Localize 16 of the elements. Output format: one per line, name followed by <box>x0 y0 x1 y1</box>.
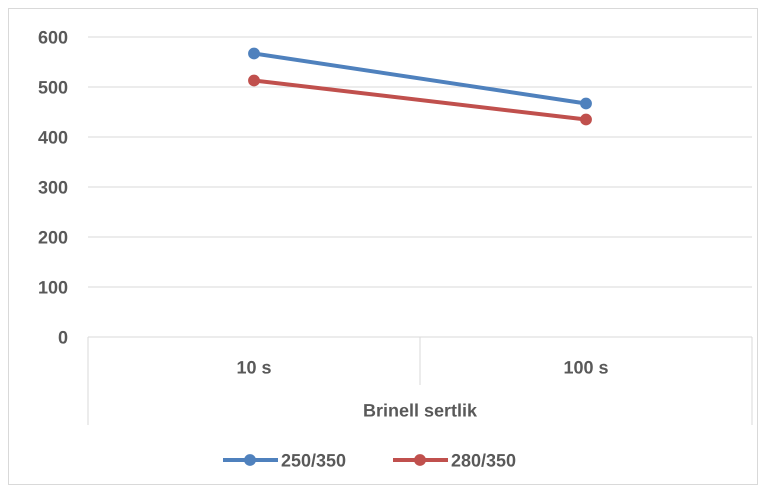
x-tick-label: 100 s <box>563 357 609 378</box>
y-tick-label: 500 <box>38 77 68 98</box>
x-tick-label: 10 s <box>236 357 272 378</box>
point <box>580 98 592 110</box>
x-axis-title: Brinell sertlik <box>362 400 478 420</box>
y-tick-label: 300 <box>38 177 68 198</box>
legend-label: 250/350 <box>281 450 346 470</box>
point <box>248 48 260 60</box>
y-tick-label: 200 <box>38 227 68 248</box>
point <box>580 114 592 126</box>
y-tick-label: 100 <box>38 277 68 298</box>
y-tick-label: 0 <box>58 327 68 348</box>
point <box>248 74 260 86</box>
legend-label: 280/350 <box>451 450 516 470</box>
y-tick-label: 600 <box>38 27 68 48</box>
y-tick-label: 400 <box>38 127 68 148</box>
